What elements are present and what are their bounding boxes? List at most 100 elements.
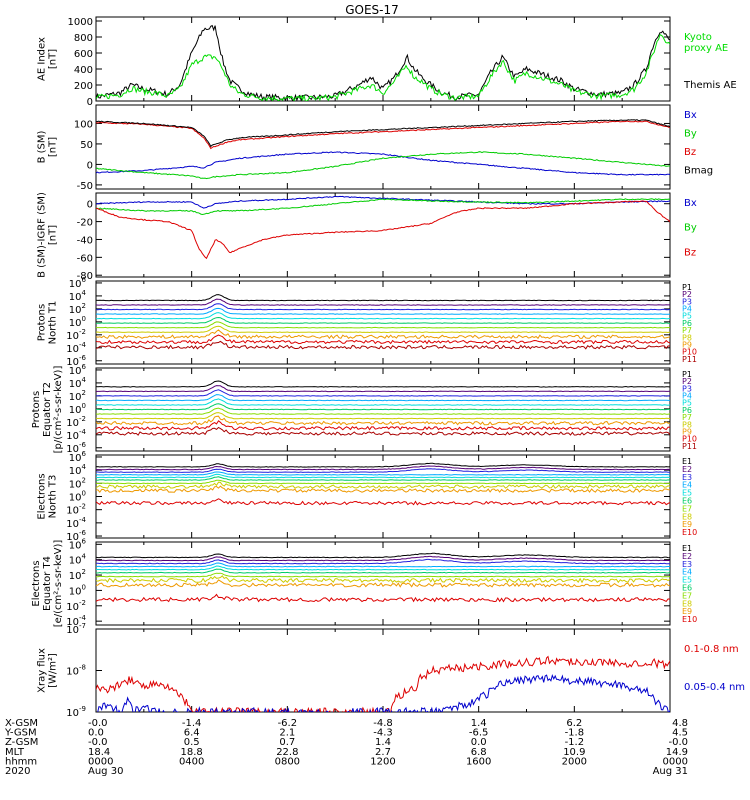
y-tick-label: 106 <box>69 276 87 290</box>
axis-row-label: Y-GSM <box>4 728 37 739</box>
channel-label: P8 <box>682 333 692 342</box>
y-axis-label: B (SM)-IGRF (SM) <box>37 192 48 278</box>
channel-line-p11 <box>96 426 670 436</box>
channel-label: E3 <box>682 473 692 482</box>
y-axis-label: Electrons <box>37 473 48 519</box>
axis-row-value: 2000 <box>562 756 587 767</box>
legend-entry: Themis AE <box>683 80 737 91</box>
panel-frame <box>95 104 671 190</box>
channel-line-e5 <box>96 473 670 479</box>
channel-label: E9 <box>682 520 692 529</box>
y-axis-label: Equator T4 <box>42 556 53 611</box>
legend-entry: Bz <box>684 247 696 258</box>
plot-area <box>96 655 670 712</box>
y-axis-label: [nT] <box>48 225 59 245</box>
plot-area <box>96 294 670 350</box>
channel-label: P3 <box>682 297 692 306</box>
axis-row-value: -0.0 <box>88 718 108 729</box>
channel-line-p10 <box>96 420 670 431</box>
y-tick-label: 100 <box>69 490 86 504</box>
channel-label: E4 <box>682 568 692 577</box>
y-axis-label: Protons <box>31 391 42 428</box>
channel-label: P9 <box>682 340 692 349</box>
axis-row-value: -1.2 <box>565 737 585 748</box>
axis-row-value: 0800 <box>275 756 300 767</box>
channel-line-e4 <box>96 562 670 568</box>
channel-label: E3 <box>682 560 692 569</box>
channel-line-p6 <box>96 403 670 411</box>
channel-line-e1 <box>96 462 670 468</box>
axis-row-value: 1.4 <box>471 718 487 729</box>
y-tick-label: 10-8 <box>66 664 86 678</box>
axis-row-value: -6.5 <box>469 728 489 739</box>
series-line <box>96 119 670 148</box>
legend-entry: Kyoto <box>684 32 712 43</box>
plot-area <box>96 462 670 506</box>
channel-label: E1 <box>682 544 692 553</box>
legend-entry: 0.05-0.4 nm <box>684 682 745 693</box>
plot-area <box>96 195 670 260</box>
panel-frame <box>95 628 671 713</box>
channel-label: P6 <box>682 319 692 328</box>
plot-area <box>96 24 670 101</box>
panel-frame <box>95 16 671 102</box>
channel-label: P10 <box>682 435 697 444</box>
axis-row-value: -6.2 <box>278 718 298 729</box>
plot-area <box>96 119 670 180</box>
channel-label: E5 <box>682 576 692 585</box>
orbit-axis-table: X-GSM -0.0 -1.4 -6.2 -4.8 1.4 6.2 4.8Y-GSM 0.0 6.… <box>4 718 688 777</box>
y-tick-label: -80 <box>77 271 93 282</box>
y-tick-label: 100 <box>69 315 86 329</box>
channel-line-e8 <box>96 575 670 584</box>
channel-label: P2 <box>682 377 692 386</box>
channel-label: E10 <box>682 615 697 624</box>
y-tick-label: -50 <box>77 181 93 192</box>
channel-label: E9 <box>682 607 692 616</box>
channel-line-e1 <box>96 552 670 559</box>
axis-row-value: 2.1 <box>279 728 295 739</box>
channel-label: E2 <box>682 465 692 474</box>
channel-line-p7 <box>96 321 670 329</box>
series-line <box>96 151 670 180</box>
channel-line-p6 <box>96 316 670 324</box>
axis-row-value: -4.3 <box>373 728 393 739</box>
y-tick-label: 100 <box>69 583 86 597</box>
channel-label: E1 <box>682 457 692 466</box>
channel-line-p2 <box>96 298 670 306</box>
axis-row-value: 0.0 <box>88 728 104 739</box>
channel-line-p9 <box>96 329 670 340</box>
axis-row-value: 6.4 <box>184 728 200 739</box>
legend-entry: Bx <box>684 198 697 209</box>
series-line <box>96 198 670 216</box>
y-tick-label: 10-2 <box>66 415 86 429</box>
axis-row-label: MLT <box>5 747 25 758</box>
channel-label: P8 <box>682 420 692 429</box>
y-tick-label: 0 <box>87 97 93 108</box>
channel-line-e6 <box>96 476 670 481</box>
channel-line-e9 <box>96 579 670 588</box>
plot-area <box>96 552 670 603</box>
axis-row-value: 0.5 <box>184 737 200 748</box>
chart-title: GOES-17 <box>345 3 399 17</box>
channel-line-e8 <box>96 481 670 490</box>
y-tick-label: 600 <box>74 49 93 60</box>
panel-bsm: -50 0 50 100 B (SM) [nT] Bx By Bz Bmag <box>37 104 713 192</box>
axis-row-value: 4.8 <box>672 718 688 729</box>
channel-line-e3 <box>96 468 670 473</box>
y-tick-label: 102 <box>69 476 86 490</box>
legend-entry: By <box>684 223 697 234</box>
series-line <box>96 120 670 150</box>
channel-label: E6 <box>682 584 692 593</box>
channel-label: P4 <box>682 392 692 401</box>
axis-row-value: Aug 31 <box>653 766 688 777</box>
y-tick-label: -40 <box>77 235 93 246</box>
y-tick-label: 0 <box>87 200 93 211</box>
channel-label: E8 <box>682 599 692 608</box>
axis-row-label: hhmm <box>5 756 37 767</box>
channel-line-p1 <box>96 294 670 302</box>
channel-label: P10 <box>682 348 697 357</box>
series-line <box>96 24 670 101</box>
y-tick-label: 10-4 <box>66 341 86 355</box>
y-axis-label: Electrons <box>31 560 42 606</box>
